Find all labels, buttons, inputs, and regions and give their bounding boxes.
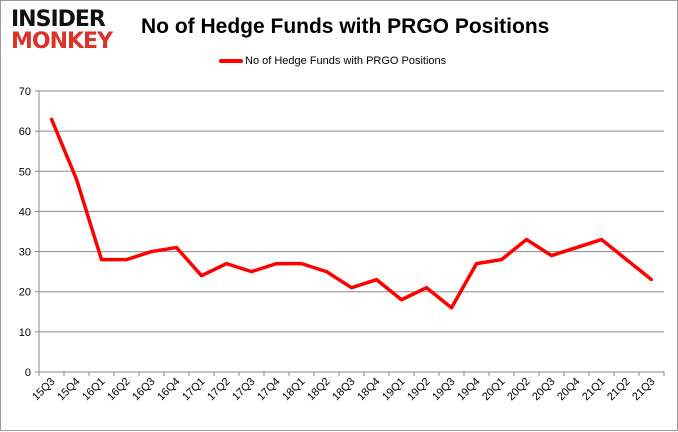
x-tick-label: 21Q3: [630, 376, 658, 404]
data-point: [50, 117, 53, 121]
data-point: [275, 262, 278, 266]
x-tick-label: 19Q2: [405, 376, 433, 404]
data-point: [575, 246, 578, 250]
legend-label: No of Hedge Funds with PRGO Positions: [245, 55, 447, 67]
x-tick-label: 21Q1: [580, 376, 608, 404]
x-tick-label: 20Q2: [505, 376, 533, 404]
legend: No of Hedge Funds with PRGO Positions: [219, 55, 446, 67]
data-point: [250, 270, 253, 274]
x-tick-label: 16Q2: [105, 376, 133, 404]
x-tick-label: 19Q3: [430, 376, 458, 404]
y-tick-label: 30: [19, 247, 31, 259]
legend-swatch: [219, 59, 243, 63]
data-point: [325, 270, 328, 274]
data-point: [475, 262, 478, 266]
data-point: [150, 250, 153, 254]
x-tick-label: 19Q1: [380, 376, 408, 404]
x-tick-label: 21Q2: [605, 376, 633, 404]
logo-line1: INSIDER: [11, 7, 106, 32]
data-point: [75, 177, 78, 181]
chart-title: No of Hedge Funds with PRGO Positions: [141, 15, 550, 38]
data-point: [650, 278, 653, 282]
x-tick-label: 18Q2: [305, 376, 333, 404]
data-point: [600, 238, 603, 242]
data-point: [500, 258, 503, 262]
x-tick-label: 18Q4: [355, 376, 383, 404]
y-tick-label: 0: [25, 367, 31, 379]
x-tick-label: 18Q3: [330, 376, 358, 404]
x-tick-label: 17Q1: [180, 376, 208, 404]
x-tick-label: 17Q2: [205, 376, 233, 404]
series-line: [49, 118, 653, 310]
y-tick-label: 10: [19, 327, 31, 339]
x-tick-label: 19Q4: [455, 376, 483, 404]
x-tick-label: 20Q4: [555, 376, 583, 404]
logo-line2: MONKEY: [11, 29, 113, 54]
y-tick-label: 60: [19, 126, 31, 138]
y-tick-label: 20: [19, 287, 31, 299]
x-tick-label: 17Q4: [255, 376, 283, 404]
data-point: [300, 262, 303, 266]
data-point: [625, 258, 628, 262]
x-tick-label: 16Q3: [130, 376, 158, 404]
data-point: [450, 306, 453, 310]
y-tick-label: 70: [19, 86, 31, 98]
data-point: [375, 278, 378, 282]
data-point: [200, 274, 203, 278]
data-point: [350, 286, 353, 290]
x-tick-label: 20Q1: [480, 376, 508, 404]
data-point: [125, 258, 128, 262]
data-point: [100, 258, 103, 262]
data-point: [175, 246, 178, 250]
data-point: [550, 254, 553, 258]
data-point: [225, 262, 228, 266]
x-tick-label: 18Q1: [280, 376, 308, 404]
x-tick-label: 15Q4: [55, 376, 83, 404]
x-tick-label: 16Q4: [155, 376, 183, 404]
x-tick-label: 15Q3: [30, 376, 58, 404]
data-point: [425, 286, 428, 290]
x-tick-label: 16Q1: [80, 376, 108, 404]
x-tick-label: 20Q3: [530, 376, 558, 404]
data-point: [400, 298, 403, 302]
insider-monkey-logo: INSIDER MONKEY: [11, 7, 113, 54]
data-point: [525, 238, 528, 242]
y-tick-label: 50: [19, 166, 31, 178]
x-tick-label: 17Q3: [230, 376, 258, 404]
y-tick-label: 40: [19, 206, 31, 218]
